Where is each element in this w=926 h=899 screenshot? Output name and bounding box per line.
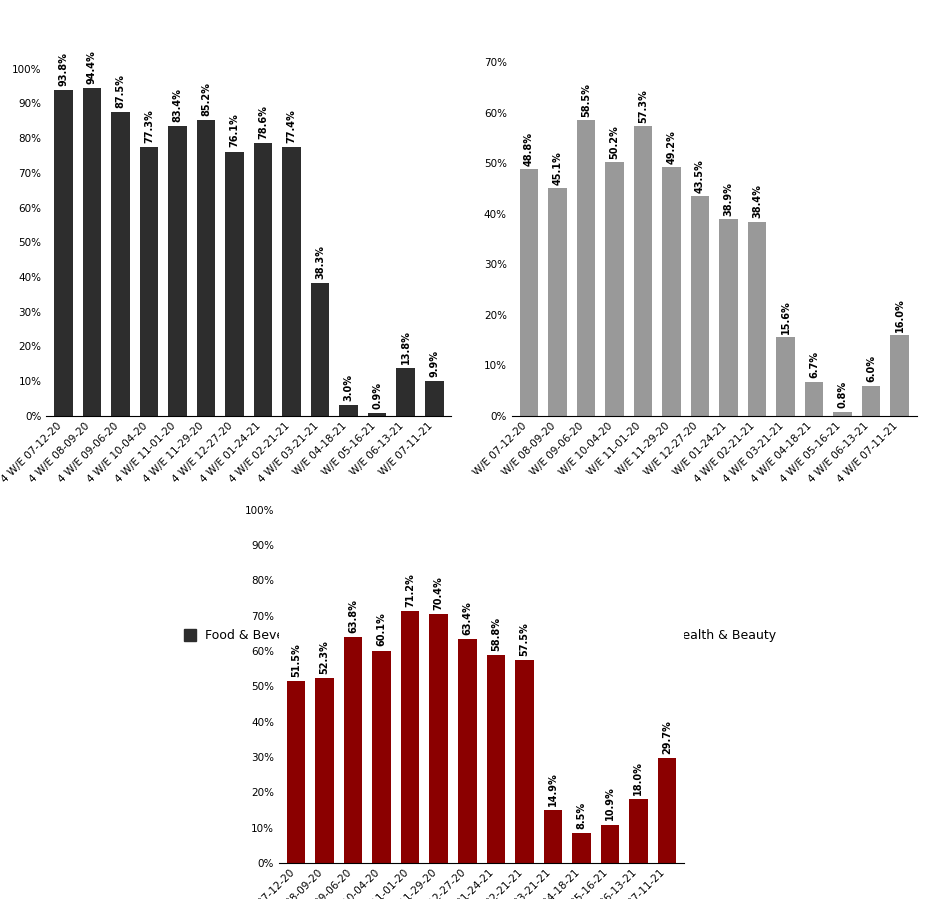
Text: 76.1%: 76.1% (230, 113, 240, 147)
Bar (401, 611, 419, 863)
Text: 18.0%: 18.0% (633, 761, 644, 795)
Bar (657, 758, 676, 863)
Text: 50.2%: 50.2% (609, 125, 619, 159)
Text: 43.5%: 43.5% (694, 159, 705, 192)
Text: 49.2%: 49.2% (667, 130, 676, 164)
Bar (519, 169, 538, 416)
Text: 0.9%: 0.9% (372, 381, 382, 408)
Text: 94.4%: 94.4% (87, 50, 97, 84)
Bar (430, 614, 448, 863)
Bar (282, 147, 301, 416)
Text: 38.9%: 38.9% (723, 182, 733, 216)
Text: 60.1%: 60.1% (377, 612, 387, 646)
Text: 77.4%: 77.4% (287, 109, 296, 143)
Bar (368, 413, 386, 416)
Legend: Food & Beverage: Food & Beverage (180, 624, 318, 647)
Text: 57.3%: 57.3% (638, 89, 648, 123)
Text: 38.4%: 38.4% (752, 184, 762, 218)
Bar (720, 219, 738, 416)
Text: 15.6%: 15.6% (781, 299, 791, 334)
Bar (425, 381, 444, 416)
Bar (629, 799, 647, 863)
Text: 93.8%: 93.8% (58, 52, 69, 86)
Bar (254, 143, 272, 416)
Text: 85.2%: 85.2% (201, 82, 211, 116)
Text: 38.3%: 38.3% (315, 245, 325, 279)
Text: 51.5%: 51.5% (291, 643, 301, 677)
Bar (486, 655, 505, 863)
Bar (862, 386, 881, 416)
Text: 6.7%: 6.7% (809, 352, 820, 378)
Text: 78.6%: 78.6% (258, 105, 269, 138)
Text: 57.5%: 57.5% (519, 622, 530, 655)
Bar (372, 651, 391, 863)
Text: 9.9%: 9.9% (430, 351, 439, 378)
Text: 14.9%: 14.9% (548, 772, 557, 806)
Text: 10.9%: 10.9% (605, 787, 615, 820)
Bar (225, 152, 244, 416)
Bar (169, 126, 187, 416)
Text: 29.7%: 29.7% (662, 720, 672, 753)
Bar (340, 405, 358, 416)
Bar (633, 127, 652, 416)
Text: 6.0%: 6.0% (866, 355, 876, 382)
Bar (54, 90, 72, 416)
Bar (287, 681, 306, 863)
Text: 3.0%: 3.0% (344, 374, 354, 401)
Bar (111, 112, 130, 416)
Bar (458, 639, 477, 863)
Text: 70.4%: 70.4% (433, 576, 444, 610)
Bar (316, 678, 334, 863)
Text: 8.5%: 8.5% (576, 802, 586, 829)
Legend: Health & Beauty: Health & Beauty (647, 624, 781, 647)
Bar (544, 810, 562, 863)
Text: 63.4%: 63.4% (462, 601, 472, 635)
Bar (515, 660, 533, 863)
Bar (833, 412, 852, 416)
Text: 45.1%: 45.1% (552, 151, 562, 184)
Bar (196, 120, 216, 416)
Bar (776, 337, 795, 416)
Bar (891, 335, 909, 416)
Text: 63.8%: 63.8% (348, 600, 358, 633)
Text: 83.4%: 83.4% (172, 88, 182, 122)
Text: 13.8%: 13.8% (401, 330, 411, 364)
Text: 52.3%: 52.3% (319, 640, 330, 674)
Text: 58.5%: 58.5% (581, 83, 591, 117)
Bar (140, 147, 158, 416)
Bar (577, 120, 595, 416)
Text: 87.5%: 87.5% (116, 74, 125, 108)
Text: 48.8%: 48.8% (524, 132, 533, 165)
Text: 16.0%: 16.0% (895, 298, 905, 332)
Bar (605, 163, 623, 416)
Text: 0.8%: 0.8% (838, 381, 847, 408)
Bar (311, 283, 330, 416)
Bar (344, 637, 362, 863)
Bar (396, 368, 415, 416)
Bar (548, 188, 567, 416)
Bar (805, 382, 823, 416)
Bar (691, 196, 709, 416)
Bar (572, 833, 591, 863)
Bar (601, 824, 619, 863)
Text: 71.2%: 71.2% (406, 574, 415, 607)
Bar (82, 88, 101, 416)
Text: 58.8%: 58.8% (491, 617, 501, 651)
Text: 77.3%: 77.3% (144, 110, 154, 143)
Bar (747, 222, 767, 416)
Bar (662, 167, 681, 416)
